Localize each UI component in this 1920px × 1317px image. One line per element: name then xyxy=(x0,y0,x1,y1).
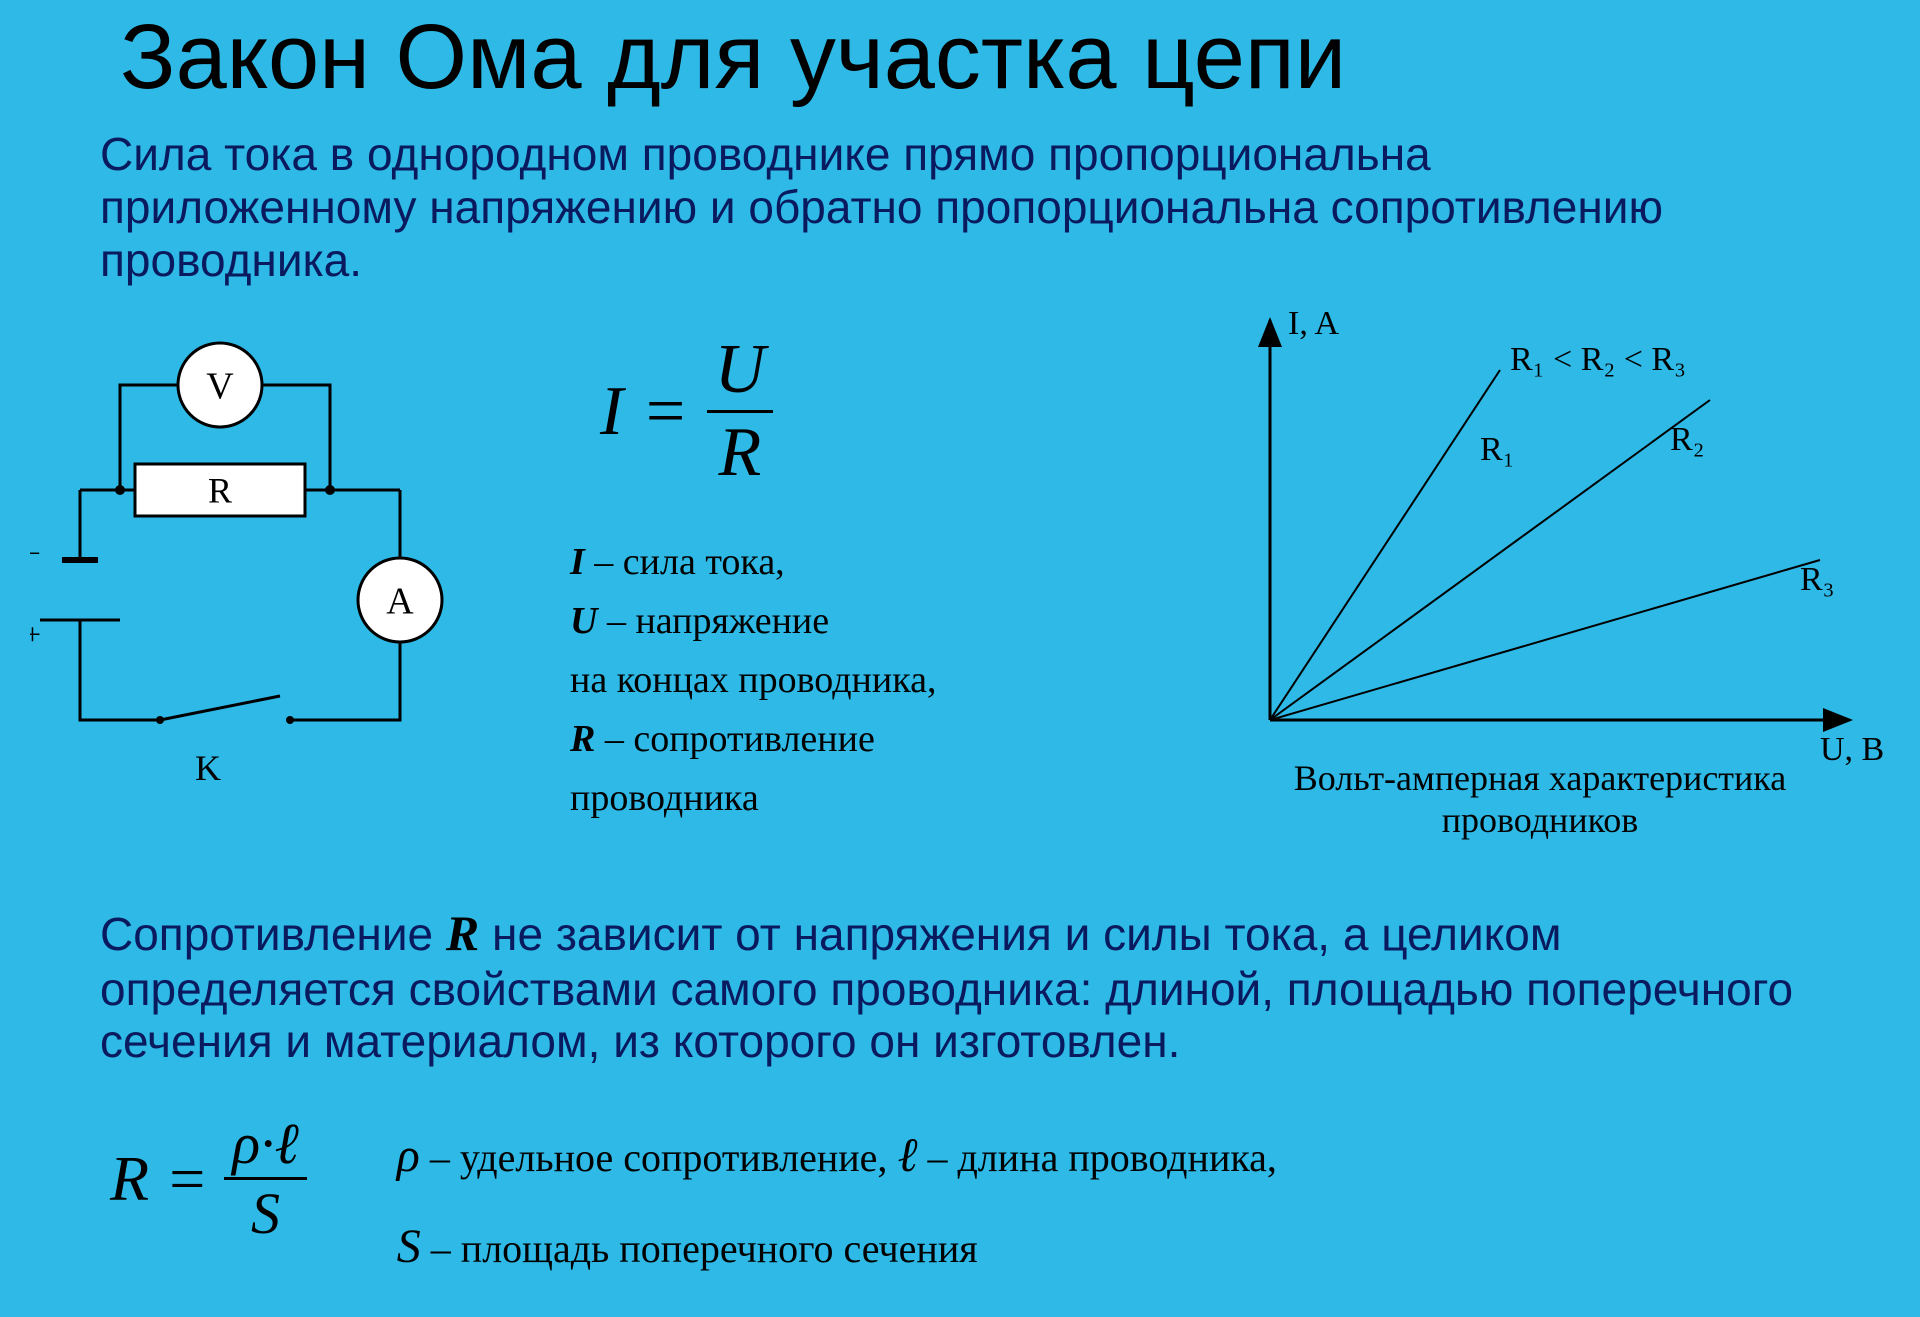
r-formula-fraction: ρ·ℓ S xyxy=(224,1110,307,1247)
svg-text:V: V xyxy=(206,365,234,407)
circuit-svg: V R A K – + xyxy=(30,320,550,840)
legend-line: R – сопротивление xyxy=(570,710,1150,769)
ohm-formula: I = U R xyxy=(600,330,1150,493)
s-symbol: S xyxy=(397,1220,421,1273)
svg-text:I, A: I, A xyxy=(1288,305,1339,342)
legend-symbol: U xyxy=(570,600,597,642)
page-title: Закон Ома для участка цепи xyxy=(120,5,1346,110)
formula-eq: = xyxy=(641,372,688,452)
legend-symbol: I xyxy=(570,541,585,583)
resistance-legend: ρ – удельное сопротивление, ℓ – длина пр… xyxy=(397,1110,1277,1292)
legend-text: – сила тока, xyxy=(585,541,785,583)
vac-graph: I, A U, B R₁ < R₂ < R₃ R₁ R₂ R₃ Вольт-амперная… xyxy=(1180,300,1900,880)
ell-symbol: ℓ xyxy=(897,1129,917,1182)
r-formula-numerator: ρ·ℓ xyxy=(224,1110,307,1177)
svg-text:+: + xyxy=(30,618,41,651)
legend-text: – сопротивление xyxy=(595,718,874,760)
ell-text: – длина проводника, xyxy=(917,1135,1277,1180)
r-formula-eq: = xyxy=(165,1142,208,1216)
svg-text:–: – xyxy=(30,534,40,567)
svg-text:проводников: проводников xyxy=(1442,800,1639,840)
formula-legend: I – сила тока,U – напряжениена концах пр… xyxy=(570,533,1150,827)
svg-text:R₁ < R₂ < R₃: R₁ < R₂ < R₃ xyxy=(1510,341,1686,378)
legend-line: на концах проводника, xyxy=(570,651,1150,710)
legend-line: проводника xyxy=(570,769,1150,828)
resistance-paragraph: Сопротивление R не зависит от напряжения… xyxy=(100,905,1800,1068)
resistance-formula-row: R = ρ·ℓ S ρ – удельное сопротивление, ℓ … xyxy=(110,1110,1810,1292)
svg-text:Вольт-амперная характеристика: Вольт-амперная характеристика xyxy=(1294,758,1786,798)
legend-symbol: R xyxy=(570,718,595,760)
legend-line: I – сила тока, xyxy=(570,533,1150,592)
svg-text:K: K xyxy=(195,748,221,788)
r-legend-line-2: S – площадь поперечного сечения xyxy=(397,1201,1277,1292)
legend-line: U – напряжение xyxy=(570,592,1150,651)
legend-text: проводника xyxy=(570,777,759,819)
r-formula-lhs: R xyxy=(110,1142,149,1216)
resistance-symbol: R xyxy=(446,905,479,961)
legend-text: на концах проводника, xyxy=(570,659,936,701)
r-formula-denominator: S xyxy=(243,1180,288,1247)
legend-text: – напряжение xyxy=(597,600,829,642)
svg-text:U, B: U, B xyxy=(1820,731,1884,768)
definition-text: Сила тока в однородном проводнике прямо … xyxy=(100,128,1700,287)
svg-text:R: R xyxy=(208,471,232,511)
svg-text:A: A xyxy=(386,580,414,622)
rho-symbol: ρ xyxy=(397,1129,420,1182)
rho-text: – удельное сопротивление, xyxy=(420,1135,898,1180)
svg-text:R₃: R₃ xyxy=(1800,561,1835,598)
formula-lhs: I xyxy=(600,372,623,452)
resistance-para-pre: Сопротивление xyxy=(100,908,446,960)
resistance-formula: R = ρ·ℓ S xyxy=(110,1110,307,1247)
ohm-formula-block: I = U R I – сила тока,U – напряжениена к… xyxy=(570,330,1150,827)
r-legend-line-1: ρ – удельное сопротивление, ℓ – длина пр… xyxy=(397,1110,1277,1201)
svg-text:R₁: R₁ xyxy=(1480,431,1515,468)
circuit-diagram: V R A K – + xyxy=(30,320,550,840)
formula-denominator: R xyxy=(710,413,769,493)
formula-numerator: U xyxy=(707,330,774,410)
formula-fraction: U R xyxy=(707,330,774,493)
svg-text:R₂: R₂ xyxy=(1670,421,1705,458)
vac-svg: I, A U, B R₁ < R₂ < R₃ R₁ R₂ R₃ Вольт-амперная… xyxy=(1180,300,1900,880)
s-text: – площадь поперечного сечения xyxy=(421,1226,978,1271)
